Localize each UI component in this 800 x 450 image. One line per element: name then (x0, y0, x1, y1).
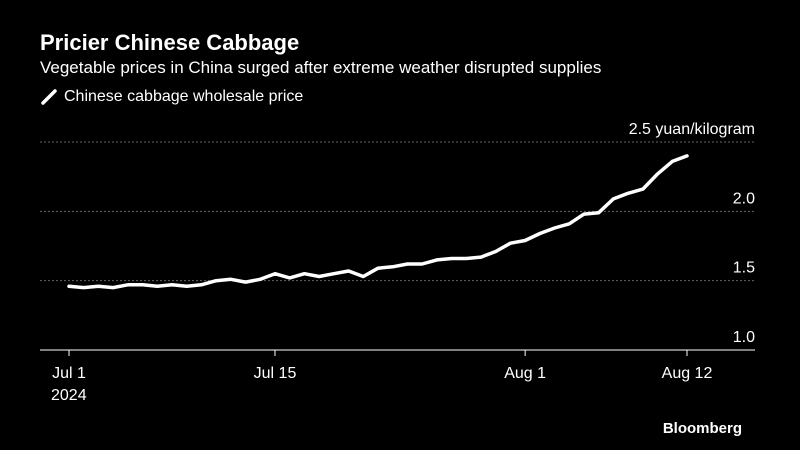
x-tick-label: Aug 1 (504, 365, 546, 382)
y-tick-label: 1.5 (733, 260, 755, 277)
x-tick-label: Jul 15 (254, 365, 297, 382)
y-tick-label: 1.0 (733, 329, 755, 346)
chart-subtitle: Vegetable prices in China surged after e… (40, 58, 602, 77)
source-logo: Bloomberg (662, 420, 742, 437)
legend-line-swatch-icon (41, 89, 57, 105)
x-tick-label: Jul 1 (52, 365, 86, 382)
x-tick-label: Aug 12 (662, 365, 713, 382)
series-line (67, 154, 689, 290)
y-tick-label: 2.0 (733, 190, 755, 207)
legend-label: Chinese cabbage wholesale price (64, 88, 304, 105)
x-tick-sublabel: 2024 (51, 387, 87, 404)
legend: Chinese cabbage wholesale price (40, 88, 303, 106)
chart-title: Pricier Chinese Cabbage (40, 30, 300, 55)
y-tick-label: 2.5 yuan/kilogram (629, 121, 755, 138)
